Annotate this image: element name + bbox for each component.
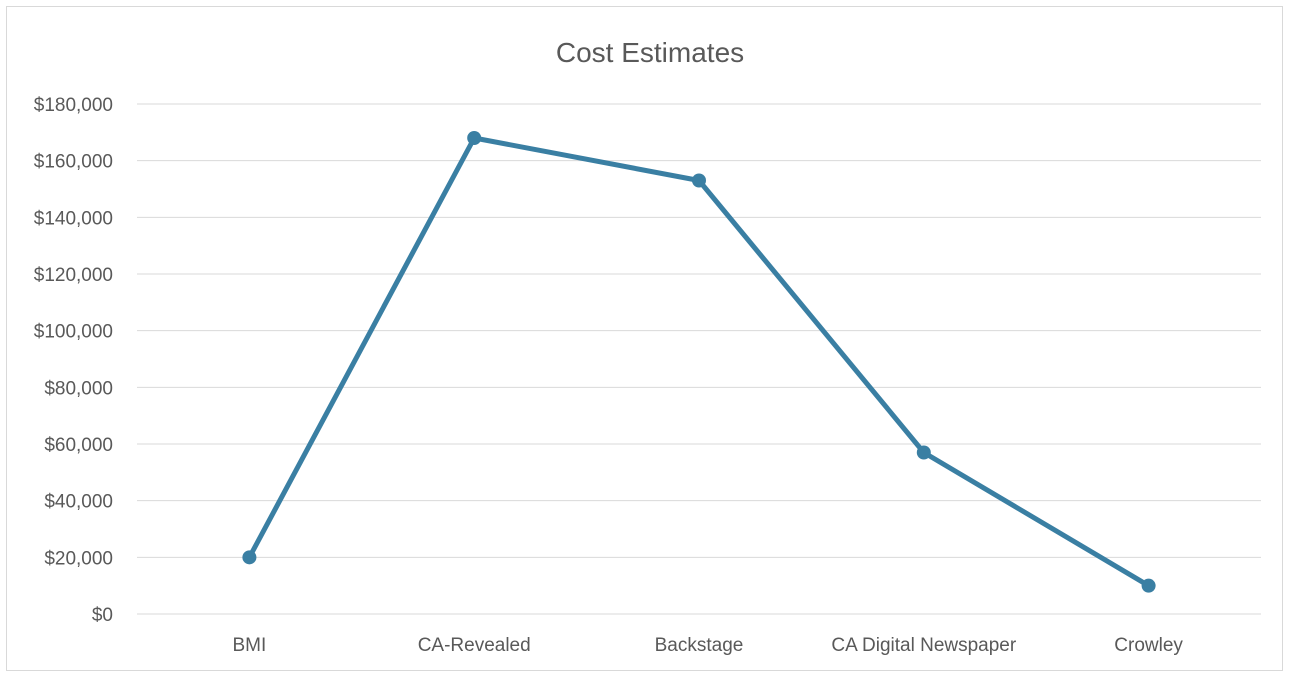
y-axis-ticks: $0 $20,000 $40,000 $60,000 $80,000 $100,000 $1… [34,95,113,626]
x-tick-label: Backstage [655,635,744,656]
y-tick-label: $140,000 [34,208,113,229]
series-line [246,135,1152,589]
data-point [916,445,931,460]
y-tick-label: $80,000 [44,378,113,399]
y-tick-label: $160,000 [34,152,113,173]
y-tick-label: $40,000 [44,492,113,513]
data-point [242,550,257,565]
x-tick-label: Crowley [1114,635,1183,656]
data-point [467,131,482,145]
chart-title: Cost Estimates [556,37,744,68]
y-tick-label: $120,000 [34,265,113,286]
y-tick-label: $180,000 [34,95,113,116]
data-point [1141,578,1156,593]
chart-frame [6,6,1283,671]
series-layer [242,131,1156,593]
y-tick-label: $60,000 [44,435,113,456]
x-tick-label: BMI [233,635,267,656]
data-point [692,173,706,188]
x-axis-ticks: BMI CA-Revealed Backstage CA Digital Newspa… [233,635,1184,656]
x-tick-label: CA Digital Newspaper [831,635,1016,656]
y-tick-label: $20,000 [44,548,113,569]
y-tick-label: $100,000 [34,322,113,343]
x-tick-label: CA-Revealed [418,635,531,656]
y-tick-label: $0 [92,605,113,626]
gridlines [137,103,1261,615]
